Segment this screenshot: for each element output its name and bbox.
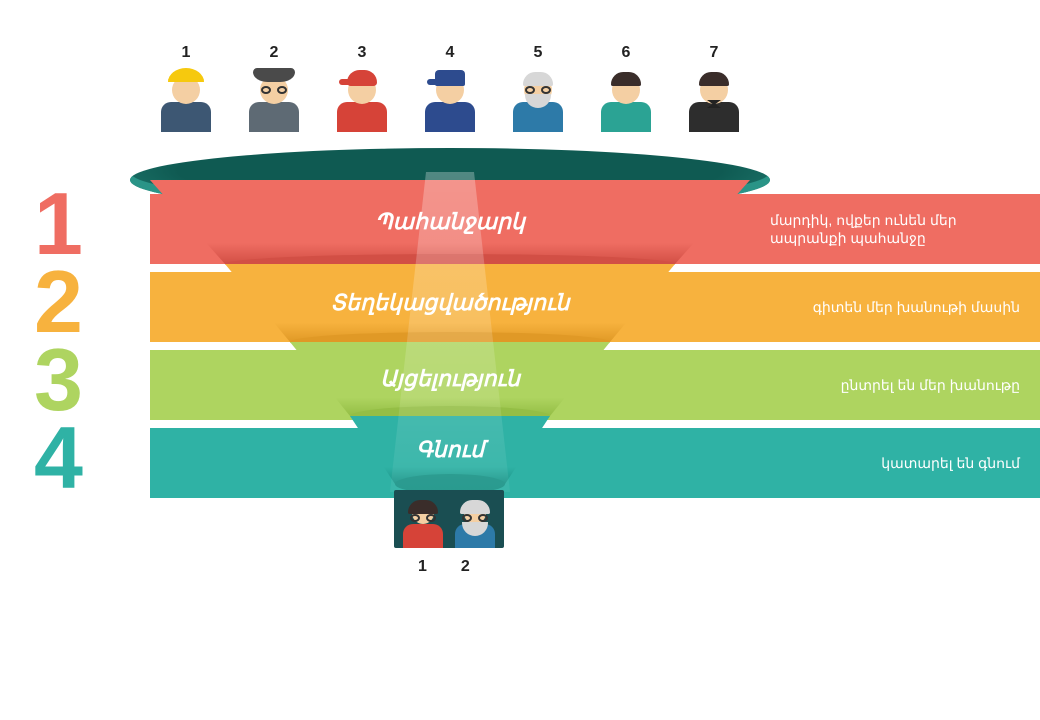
description-band-4: կատարել են գնում (150, 428, 1040, 498)
funnel-stage-label: Պահանջարկ (375, 209, 525, 235)
avatar-icon (157, 66, 215, 132)
band-text: կատարել են գնում (881, 454, 1020, 472)
person-number: 1 (418, 558, 427, 576)
avatar-icon (333, 66, 391, 132)
person-top-4: 4 (419, 44, 481, 132)
person-number: 5 (534, 44, 543, 62)
person-number: 6 (622, 44, 631, 62)
person-top-6: 6 (595, 44, 657, 132)
person-bottom-1 (400, 494, 446, 548)
avatar-icon (421, 66, 479, 132)
avatar-icon (685, 66, 743, 132)
person-number: 4 (446, 44, 455, 62)
person-top-2: 2 (243, 44, 305, 132)
person-number: 2 (461, 558, 470, 576)
funnel-infographic: մարդիկ, ովքեր ունեն մեր ապրանքի պահանջը գ… (0, 0, 1040, 720)
person-top-3: 3 (331, 44, 393, 132)
funnel-stage-1: Պահանջարկ (150, 180, 750, 264)
band-text: գիտեն մեր խանութի մասին (813, 298, 1020, 316)
person-top-5: 5 (507, 44, 569, 132)
avatar-icon (597, 66, 655, 132)
avatar-icon (509, 66, 567, 132)
person-bottom-2 (452, 494, 498, 548)
person-number: 7 (710, 44, 719, 62)
person-number: 2 (270, 44, 279, 62)
people-row-bottom (0, 490, 1040, 548)
avatar-icon (245, 66, 303, 132)
person-number: 3 (358, 44, 367, 62)
person-top-7: 7 (683, 44, 745, 132)
band-text: ընտրել են մեր խանութը (841, 376, 1020, 394)
funnel-stage-label: Տեղեկացվածություն (331, 290, 570, 316)
people-row-top: 1 2 3 4 5 6 7 (0, 44, 1040, 132)
people-bottom-numbers: 12 (0, 558, 1040, 576)
person-top-1: 1 (155, 44, 217, 132)
funnel-stage-label: Գնում (416, 437, 484, 463)
person-number: 1 (182, 44, 191, 62)
funnel-stage-2: Տեղեկացվածություն (225, 264, 675, 342)
band-text: մարդիկ, ովքեր ունեն մեր ապրանքի պահանջը (770, 211, 1020, 247)
step-number-4: 4 (34, 414, 83, 502)
funnel-stage-label: Այցելություն (380, 366, 520, 392)
